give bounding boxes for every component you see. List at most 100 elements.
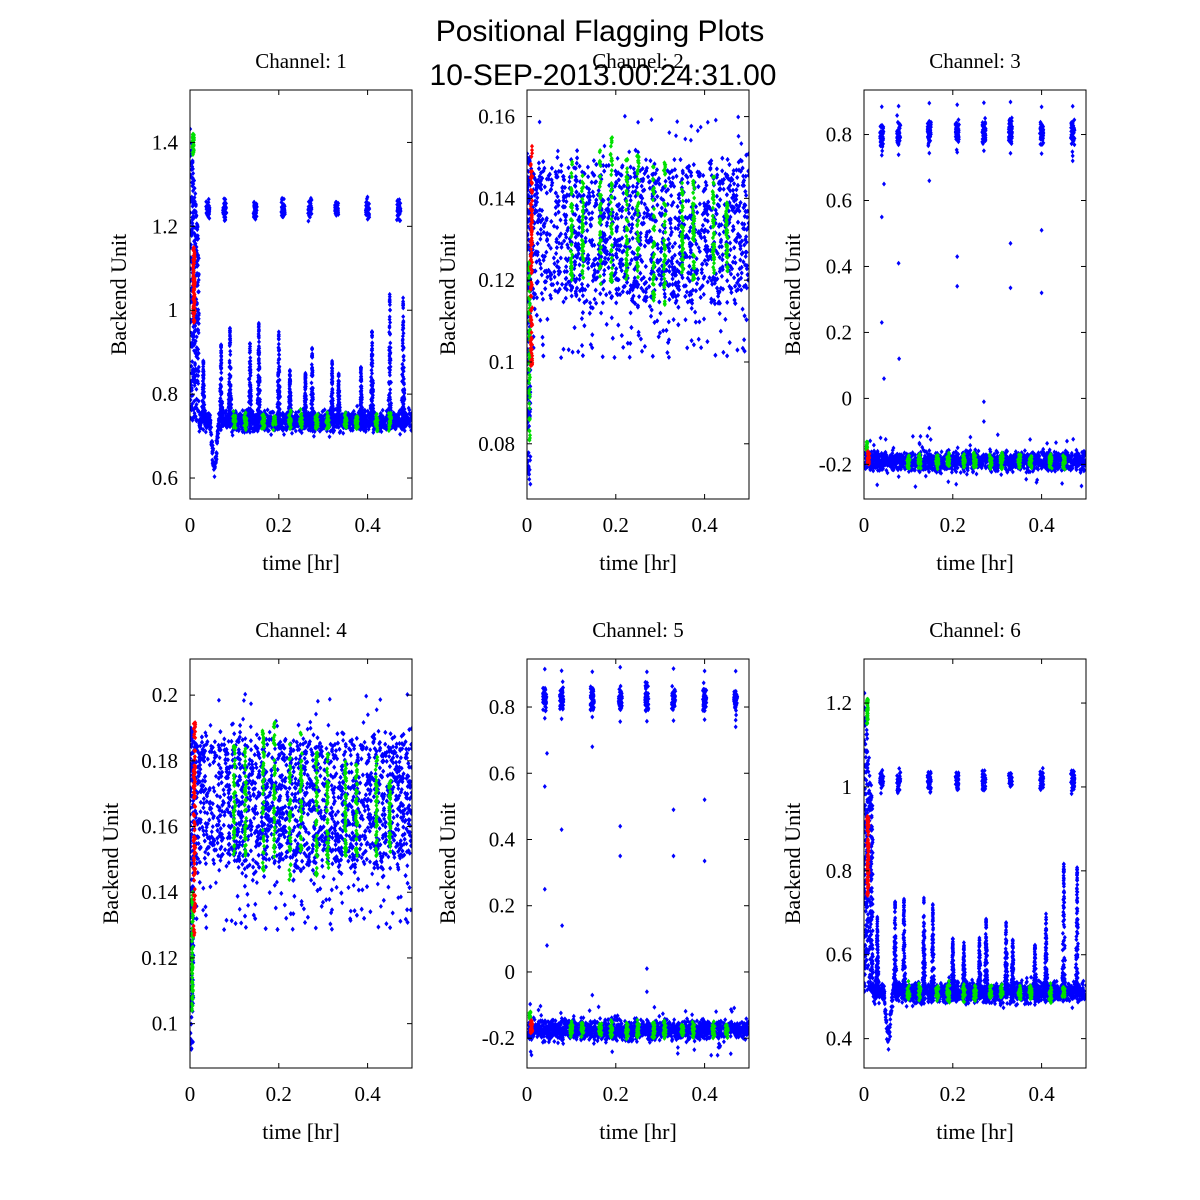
data-point bbox=[219, 360, 224, 366]
series-flagged-green bbox=[190, 131, 394, 434]
data-point bbox=[216, 422, 221, 428]
data-point bbox=[206, 208, 211, 214]
data-point bbox=[315, 424, 320, 430]
data-point bbox=[338, 428, 343, 434]
data-point bbox=[309, 424, 314, 430]
data-point bbox=[335, 424, 339, 429]
data-point bbox=[370, 360, 375, 366]
data-point bbox=[261, 425, 266, 431]
data-point bbox=[190, 359, 195, 365]
data-point bbox=[231, 417, 236, 423]
data-point bbox=[336, 394, 341, 400]
data-point bbox=[407, 407, 412, 413]
data-point bbox=[190, 378, 194, 384]
data-point bbox=[400, 372, 405, 378]
data-point bbox=[237, 418, 242, 424]
data-point bbox=[387, 323, 392, 329]
data-point bbox=[215, 432, 220, 438]
data-point bbox=[315, 416, 320, 422]
data-point bbox=[196, 346, 201, 352]
data-point bbox=[195, 280, 200, 285]
data-point bbox=[243, 426, 248, 431]
scatter-points bbox=[527, 113, 749, 487]
data-point bbox=[400, 338, 405, 344]
data-point bbox=[271, 422, 276, 428]
data-point bbox=[256, 361, 261, 366]
data-point bbox=[252, 212, 257, 218]
data-point bbox=[358, 377, 363, 383]
data-point bbox=[364, 200, 369, 205]
data-point bbox=[395, 208, 400, 214]
data-point bbox=[394, 420, 399, 426]
data-point bbox=[247, 359, 252, 365]
x-tick-label: 0.2 bbox=[266, 513, 292, 537]
data-point bbox=[226, 400, 231, 406]
data-point bbox=[190, 210, 193, 216]
data-point bbox=[387, 299, 392, 305]
data-point bbox=[190, 167, 194, 172]
data-point bbox=[228, 335, 233, 341]
data-point bbox=[299, 430, 304, 436]
data-point bbox=[227, 412, 232, 418]
data-point bbox=[330, 389, 334, 395]
data-point bbox=[192, 198, 197, 204]
data-point bbox=[378, 420, 383, 426]
data-point bbox=[276, 341, 281, 347]
data-point bbox=[409, 427, 412, 433]
data-point bbox=[276, 333, 281, 339]
data-point bbox=[400, 333, 405, 339]
data-point bbox=[293, 428, 298, 434]
data-point bbox=[248, 355, 253, 361]
data-point bbox=[191, 324, 196, 330]
data-point bbox=[222, 218, 227, 224]
data-point bbox=[210, 439, 215, 445]
data-point bbox=[331, 429, 336, 435]
data-point bbox=[309, 206, 314, 212]
data-point bbox=[191, 149, 196, 155]
data-point bbox=[288, 391, 293, 397]
data-point bbox=[201, 374, 206, 380]
data-point bbox=[388, 415, 393, 421]
data-point bbox=[336, 417, 341, 423]
data-point bbox=[374, 411, 379, 417]
data-point bbox=[190, 135, 195, 141]
y-tick-label: 1 bbox=[168, 298, 179, 322]
data-point bbox=[195, 224, 200, 230]
data-point bbox=[190, 266, 193, 272]
data-point bbox=[400, 387, 405, 393]
data-point bbox=[364, 196, 369, 202]
data-point bbox=[228, 382, 233, 388]
data-point bbox=[395, 212, 400, 218]
data-point bbox=[401, 357, 406, 363]
data-point bbox=[401, 314, 406, 320]
data-point bbox=[191, 332, 196, 338]
data-point bbox=[193, 208, 198, 214]
data-point bbox=[190, 370, 194, 376]
data-point bbox=[257, 374, 262, 380]
data-point bbox=[249, 409, 254, 415]
data-point bbox=[231, 408, 236, 414]
data-point bbox=[191, 313, 196, 319]
data-point bbox=[214, 458, 219, 464]
data-point bbox=[227, 372, 232, 378]
data-point bbox=[267, 423, 272, 429]
data-point bbox=[289, 418, 293, 424]
y-tick-label: 0.6 bbox=[152, 466, 178, 490]
data-point bbox=[307, 213, 311, 219]
data-point bbox=[192, 410, 197, 416]
data-point bbox=[401, 407, 406, 413]
data-point bbox=[193, 360, 197, 366]
data-point bbox=[336, 378, 341, 384]
data-point bbox=[330, 365, 335, 371]
data-point bbox=[256, 351, 261, 357]
data-point bbox=[190, 148, 194, 154]
data-point bbox=[278, 393, 282, 399]
y-tick-label: 0.8 bbox=[152, 382, 178, 406]
data-point bbox=[195, 263, 200, 269]
data-point bbox=[384, 425, 388, 431]
data-point bbox=[299, 424, 304, 430]
data-point bbox=[190, 403, 194, 409]
data-point bbox=[364, 207, 369, 213]
